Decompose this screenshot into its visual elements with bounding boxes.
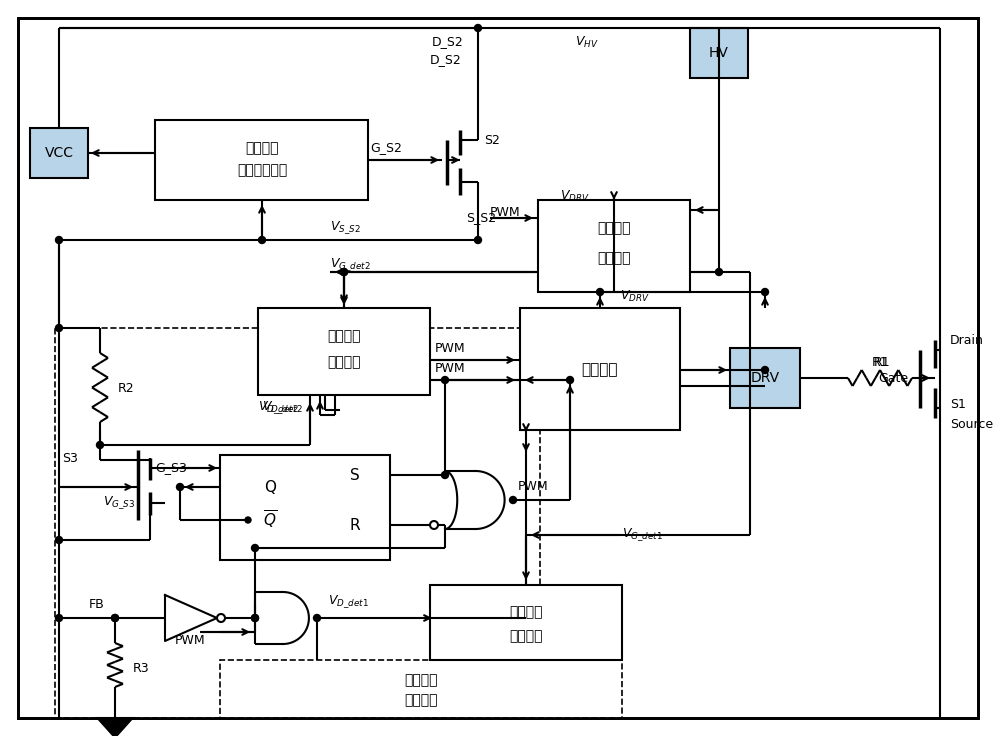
- Text: Q: Q: [264, 479, 276, 495]
- Circle shape: [430, 521, 438, 529]
- Text: D_S2: D_S2: [430, 54, 462, 66]
- Text: G_S3: G_S3: [155, 461, 187, 475]
- Circle shape: [442, 377, 448, 383]
- Text: R3: R3: [133, 662, 150, 674]
- Text: R2: R2: [118, 381, 135, 394]
- Circle shape: [314, 615, 320, 621]
- Text: PWM: PWM: [518, 481, 549, 494]
- Text: PWM: PWM: [435, 361, 466, 375]
- Text: 供电控制电路: 供电控制电路: [237, 163, 287, 177]
- Text: S_S2: S_S2: [466, 211, 496, 224]
- Text: R1: R1: [872, 355, 888, 369]
- Circle shape: [340, 269, 348, 275]
- Text: 漏极电压: 漏极电压: [404, 673, 438, 687]
- Circle shape: [217, 614, 225, 622]
- Text: HV: HV: [709, 46, 729, 60]
- Circle shape: [56, 236, 62, 244]
- Circle shape: [510, 497, 516, 503]
- Circle shape: [56, 537, 62, 543]
- Circle shape: [252, 615, 258, 621]
- Bar: [520, 308, 680, 430]
- Text: $V_{D\_det2}$: $V_{D\_det2}$: [262, 400, 303, 417]
- Text: S3: S3: [62, 451, 78, 464]
- Text: $V_{G\_det2}$: $V_{G\_det2}$: [330, 257, 371, 273]
- Text: S: S: [350, 467, 360, 483]
- Text: Drain: Drain: [950, 333, 984, 347]
- Text: PWM: PWM: [435, 342, 466, 355]
- Text: $V_{D\_det1}$: $V_{D\_det1}$: [328, 594, 369, 610]
- Text: $V_{DRV}$: $V_{DRV}$: [560, 188, 590, 204]
- Text: VCC: VCC: [44, 146, 74, 160]
- Text: G_S2: G_S2: [370, 141, 402, 155]
- Polygon shape: [97, 718, 133, 736]
- Text: 开通电流: 开通电流: [509, 605, 543, 619]
- Circle shape: [340, 269, 348, 275]
- Bar: [155, 120, 368, 200]
- Text: FB: FB: [89, 598, 105, 610]
- Bar: [220, 455, 390, 560]
- Circle shape: [762, 289, 768, 295]
- Circle shape: [762, 367, 768, 373]
- Circle shape: [112, 615, 119, 621]
- Text: R: R: [350, 517, 360, 533]
- Text: Gate: Gate: [878, 372, 908, 384]
- Text: $V_{G\_det1}$: $V_{G\_det1}$: [622, 527, 663, 543]
- Circle shape: [56, 615, 62, 621]
- Text: $V_{DRV}$: $V_{DRV}$: [620, 289, 650, 303]
- Circle shape: [475, 236, 482, 244]
- Circle shape: [716, 269, 722, 275]
- Circle shape: [258, 236, 266, 244]
- Bar: [690, 28, 748, 78]
- Bar: [258, 308, 430, 395]
- Circle shape: [56, 325, 62, 331]
- Text: PWM: PWM: [490, 205, 521, 219]
- Circle shape: [112, 615, 119, 621]
- Text: 检测电路: 检测电路: [404, 693, 438, 707]
- Text: 控制电路: 控制电路: [509, 629, 543, 643]
- Circle shape: [252, 615, 258, 621]
- Circle shape: [176, 484, 184, 490]
- Text: $\overline{Q}$: $\overline{Q}$: [263, 509, 277, 531]
- Circle shape: [566, 377, 574, 383]
- Bar: [220, 660, 622, 718]
- Text: D_S2: D_S2: [432, 35, 464, 49]
- Text: PWM: PWM: [175, 634, 206, 648]
- Circle shape: [442, 472, 448, 478]
- Text: $V_{HV}$: $V_{HV}$: [575, 35, 599, 49]
- Text: 驱动电路: 驱动电路: [582, 363, 618, 378]
- Text: 高压启动: 高压启动: [245, 141, 279, 155]
- Text: 控制电路: 控制电路: [327, 355, 361, 369]
- Text: $V_{G\_S3}$: $V_{G\_S3}$: [103, 495, 135, 512]
- Text: Source: Source: [950, 419, 993, 431]
- Text: R1: R1: [874, 355, 890, 369]
- Circle shape: [475, 24, 482, 32]
- Bar: [538, 200, 690, 292]
- Text: 栅极电压: 栅极电压: [597, 221, 631, 235]
- Circle shape: [252, 545, 258, 551]
- Circle shape: [96, 442, 104, 448]
- Text: S1: S1: [950, 398, 966, 411]
- Bar: [55, 328, 540, 718]
- Text: 检测电路: 检测电路: [597, 251, 631, 265]
- Text: $V_{S\_S2}$: $V_{S\_S2}$: [330, 219, 361, 236]
- Text: S2: S2: [484, 133, 500, 146]
- Text: $V_{D\_det2}$: $V_{D\_det2}$: [258, 400, 299, 417]
- Bar: [730, 348, 800, 408]
- Bar: [430, 585, 622, 660]
- Text: DRV: DRV: [750, 371, 780, 385]
- Circle shape: [596, 289, 604, 295]
- Text: 关断电流: 关断电流: [327, 329, 361, 343]
- Bar: [30, 128, 88, 178]
- Circle shape: [245, 517, 251, 523]
